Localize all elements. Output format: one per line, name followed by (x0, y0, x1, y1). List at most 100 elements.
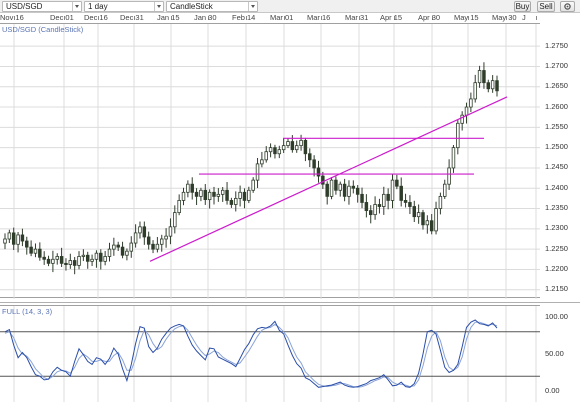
candle[interactable] (251, 177, 255, 193)
candle[interactable] (303, 137, 308, 162)
candle[interactable] (177, 194, 181, 216)
candle[interactable] (51, 250, 55, 273)
candle[interactable] (64, 258, 68, 271)
candle[interactable] (486, 79, 491, 93)
candle[interactable] (190, 177, 194, 200)
candle[interactable] (434, 201, 438, 235)
candle[interactable] (460, 111, 464, 131)
candle[interactable] (90, 254, 94, 267)
candle[interactable] (3, 233, 7, 250)
candle[interactable] (490, 75, 495, 93)
candle[interactable] (469, 92, 473, 113)
candle[interactable] (59, 247, 64, 268)
candle[interactable] (212, 186, 216, 205)
candle[interactable] (103, 250, 107, 266)
candle[interactable] (77, 251, 81, 270)
price-chart-panel[interactable]: USD/SGD (CandleStick) (0, 23, 540, 299)
panel-divider[interactable] (0, 302, 580, 303)
candle[interactable] (33, 243, 38, 258)
candle[interactable] (181, 187, 186, 206)
candle[interactable] (416, 204, 421, 224)
candle[interactable] (107, 242, 112, 262)
candle[interactable] (395, 174, 399, 190)
candle[interactable] (347, 180, 351, 205)
candle[interactable] (299, 134, 303, 151)
candle[interactable] (281, 138, 286, 154)
candle[interactable] (29, 240, 33, 257)
candle[interactable] (482, 62, 486, 89)
candle[interactable] (425, 215, 430, 234)
candle[interactable] (142, 221, 147, 245)
candle[interactable] (238, 185, 242, 207)
candle[interactable] (247, 186, 251, 204)
candle[interactable] (94, 250, 99, 268)
candle[interactable] (429, 214, 434, 235)
candle[interactable] (321, 171, 325, 189)
candle[interactable] (316, 160, 321, 183)
candle[interactable] (7, 229, 12, 244)
candle[interactable] (277, 145, 282, 159)
candle[interactable] (125, 248, 129, 261)
candle[interactable] (194, 188, 199, 206)
candle[interactable] (342, 178, 347, 202)
candle[interactable] (456, 119, 460, 155)
candle[interactable] (55, 253, 59, 265)
candle[interactable] (168, 218, 173, 245)
candle[interactable] (325, 181, 329, 205)
candle[interactable] (160, 234, 164, 252)
candle[interactable] (390, 173, 395, 209)
candle[interactable] (25, 236, 29, 255)
candle[interactable] (473, 74, 477, 103)
candle[interactable] (129, 236, 134, 258)
stochastic-panel[interactable]: FULL (14, 3, 3) (0, 305, 540, 402)
candle[interactable] (360, 187, 364, 209)
candle[interactable] (294, 140, 299, 153)
candle[interactable] (46, 255, 51, 267)
candle[interactable] (338, 181, 342, 197)
candle[interactable] (155, 237, 160, 253)
candle[interactable] (312, 155, 316, 177)
candle[interactable] (220, 187, 225, 202)
candle[interactable] (421, 209, 425, 230)
candle[interactable] (146, 231, 151, 250)
candle[interactable] (334, 176, 338, 195)
candle[interactable] (386, 188, 390, 210)
candle[interactable] (255, 157, 260, 188)
candle[interactable] (225, 182, 229, 205)
candle[interactable] (408, 195, 412, 215)
candle[interactable] (216, 188, 221, 202)
candle[interactable] (377, 198, 382, 214)
candle[interactable] (164, 228, 168, 248)
candle[interactable] (199, 187, 203, 202)
candle[interactable] (207, 189, 212, 209)
settings-button[interactable] (560, 1, 575, 12)
candle[interactable] (382, 186, 386, 215)
candle[interactable] (364, 194, 369, 218)
candle[interactable] (273, 144, 277, 159)
stochastic-chart[interactable] (0, 306, 540, 402)
candle[interactable] (138, 221, 142, 239)
sell-button[interactable]: Sell (537, 1, 555, 12)
candle[interactable] (203, 184, 208, 205)
candle[interactable] (403, 193, 408, 208)
candle[interactable] (68, 253, 73, 269)
chart-style-select[interactable]: CandleStick (166, 1, 258, 12)
candle[interactable] (11, 227, 16, 251)
candle[interactable] (290, 135, 295, 153)
candle[interactable] (133, 224, 138, 248)
candle[interactable] (443, 179, 447, 199)
candle[interactable] (268, 143, 273, 158)
candle[interactable] (399, 177, 403, 207)
candle[interactable] (99, 249, 103, 270)
candle[interactable] (264, 146, 268, 163)
candle[interactable] (351, 180, 356, 194)
candle[interactable] (72, 256, 77, 275)
candle[interactable] (116, 241, 120, 252)
candle[interactable] (477, 65, 482, 88)
candle[interactable] (329, 177, 334, 200)
candle[interactable] (229, 197, 234, 208)
candle[interactable] (42, 251, 46, 265)
candle[interactable] (355, 185, 360, 203)
chevron-down-icon[interactable] (248, 2, 257, 11)
buy-button[interactable]: Buy (514, 1, 531, 12)
